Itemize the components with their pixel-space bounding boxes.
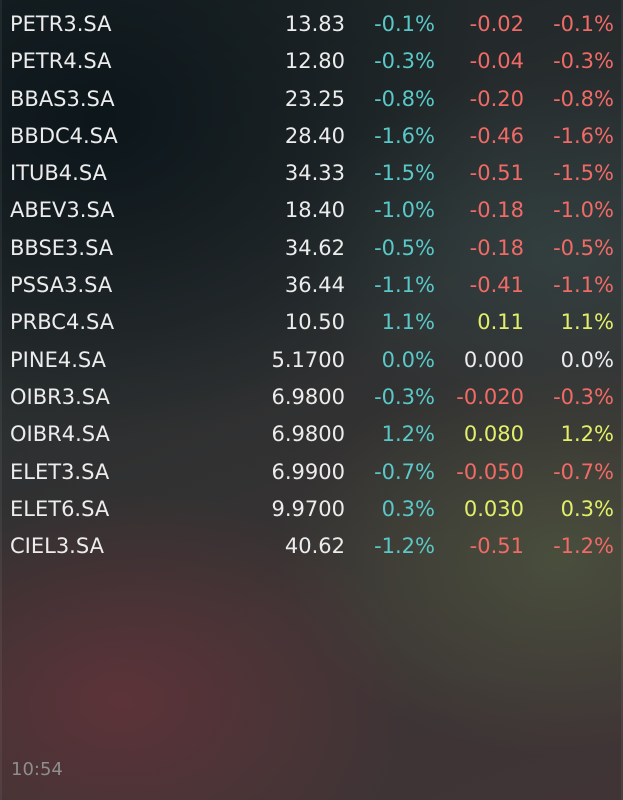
- symbol: OIBR3.SA: [10, 384, 110, 409]
- percent-change-colored: -0.3%: [553, 49, 614, 74]
- quote-row[interactable]: ELET3.SA 6.9900 -0.7% -0.050 -0.7%: [0, 454, 623, 491]
- percent-change: 1.2%: [381, 422, 435, 447]
- quote-row[interactable]: PETR4.SA 12.80 -0.3% -0.04 -0.3%: [0, 43, 623, 80]
- percent-change: -1.2%: [374, 534, 435, 559]
- percent-change: -0.5%: [374, 235, 435, 260]
- symbol: OIBR4.SA: [10, 422, 110, 447]
- symbol: ELET6.SA: [10, 496, 110, 521]
- symbol: BBDC4.SA: [10, 123, 118, 148]
- quote-row[interactable]: OIBR4.SA 6.9800 1.2% 0.080 1.2%: [0, 416, 623, 453]
- quote-row[interactable]: PSSA3.SA 36.44 -1.1% -0.41 -1.1%: [0, 267, 623, 304]
- symbol: PSSA3.SA: [10, 273, 113, 298]
- percent-change-colored: -0.8%: [553, 86, 614, 111]
- quote-row[interactable]: ABEV3.SA 18.40 -1.0% -0.18 -1.0%: [0, 192, 623, 229]
- price: 6.9800: [271, 422, 345, 447]
- price-change: -0.41: [469, 273, 524, 298]
- quote-row[interactable]: PINE4.SA 5.1700 0.0% 0.000 0.0%: [0, 342, 623, 379]
- percent-change-colored: -0.5%: [553, 235, 614, 260]
- price: 6.9800: [271, 384, 345, 409]
- quote-list: PETR3.SA 13.83 -0.1% -0.02 -0.1% PETR4.S…: [0, 6, 623, 565]
- price-change: -0.18: [469, 235, 524, 260]
- percent-change: 1.1%: [381, 310, 435, 335]
- price: 40.62: [284, 534, 345, 559]
- percent-change-colored: -1.6%: [553, 123, 614, 148]
- price: 6.9900: [271, 459, 345, 484]
- price-change: 0.11: [477, 310, 524, 335]
- quote-row[interactable]: OIBR3.SA 6.9800 -0.3% -0.020 -0.3%: [0, 379, 623, 416]
- symbol: PETR4.SA: [10, 49, 112, 74]
- quote-row[interactable]: ELET6.SA 9.9700 0.3% 0.030 0.3%: [0, 491, 623, 528]
- symbol: CIEL3.SA: [10, 534, 104, 559]
- price: 34.62: [284, 235, 345, 260]
- percent-change: -1.0%: [374, 198, 435, 223]
- price: 34.33: [284, 161, 345, 186]
- price-change: 0.080: [463, 422, 524, 447]
- quote-row[interactable]: BBSE3.SA 34.62 -0.5% -0.18 -0.5%: [0, 230, 623, 267]
- symbol: PINE4.SA: [10, 347, 106, 372]
- quote-row[interactable]: CIEL3.SA 40.62 -1.2% -0.51 -1.2%: [0, 528, 623, 565]
- percent-change-colored: 0.0%: [560, 347, 614, 372]
- price-change: -0.04: [469, 49, 524, 74]
- price-change: -0.18: [469, 198, 524, 223]
- price-change: 0.000: [463, 347, 524, 372]
- percent-change: -0.1%: [374, 12, 435, 36]
- update-time: 10:54: [11, 759, 63, 780]
- quote-row[interactable]: PRBC4.SA 10.50 1.1% 0.11 1.1%: [0, 304, 623, 341]
- price: 12.80: [284, 49, 345, 74]
- price-change: 0.030: [463, 496, 524, 521]
- quote-row[interactable]: PETR3.SA 13.83 -0.1% -0.02 -0.1%: [0, 6, 623, 43]
- percent-change: -1.6%: [374, 123, 435, 148]
- symbol: ITUB4.SA: [10, 161, 107, 186]
- price-change: -0.20: [469, 86, 524, 111]
- price: 10.50: [284, 310, 345, 335]
- percent-change: -0.3%: [374, 49, 435, 74]
- percent-change: -0.7%: [374, 459, 435, 484]
- price-change: -0.46: [469, 123, 524, 148]
- percent-change-colored: -1.0%: [553, 198, 614, 223]
- price: 28.40: [284, 123, 345, 148]
- symbol: BBSE3.SA: [10, 235, 114, 260]
- percent-change: -0.8%: [374, 86, 435, 111]
- quote-row[interactable]: BBAS3.SA 23.25 -0.8% -0.20 -0.8%: [0, 81, 623, 118]
- price-change: -0.020: [456, 384, 524, 409]
- quote-row[interactable]: ITUB4.SA 34.33 -1.5% -0.51 -1.5%: [0, 155, 623, 192]
- percent-change-colored: 1.1%: [560, 310, 614, 335]
- symbol: PRBC4.SA: [10, 310, 115, 335]
- percent-change: -1.1%: [374, 273, 435, 298]
- quote-row[interactable]: BBDC4.SA 28.40 -1.6% -0.46 -1.6%: [0, 118, 623, 155]
- percent-change: -0.3%: [374, 384, 435, 409]
- symbol: ELET3.SA: [10, 459, 110, 484]
- percent-change-colored: 1.2%: [560, 422, 614, 447]
- price: 23.25: [284, 86, 345, 111]
- percent-change-colored: -1.2%: [553, 534, 614, 559]
- percent-change: 0.3%: [381, 496, 435, 521]
- symbol: ABEV3.SA: [10, 198, 115, 223]
- price: 9.9700: [271, 496, 345, 521]
- price-change: -0.51: [469, 161, 524, 186]
- percent-change-colored: 0.3%: [560, 496, 614, 521]
- percent-change-colored: -1.1%: [553, 273, 614, 298]
- percent-change-colored: -1.5%: [553, 161, 614, 186]
- percent-change-colored: -0.1%: [553, 12, 614, 36]
- price: 36.44: [284, 273, 345, 298]
- price-change: -0.050: [456, 459, 524, 484]
- percent-change-colored: -0.7%: [553, 459, 614, 484]
- symbol: PETR3.SA: [10, 12, 112, 36]
- price: 13.83: [284, 12, 345, 36]
- price: 18.40: [284, 198, 345, 223]
- percent-change-colored: -0.3%: [553, 384, 614, 409]
- price-change: -0.02: [469, 12, 524, 36]
- price-change: -0.51: [469, 534, 524, 559]
- percent-change: 0.0%: [381, 347, 435, 372]
- price: 5.1700: [271, 347, 345, 372]
- percent-change: -1.5%: [374, 161, 435, 186]
- symbol: BBAS3.SA: [10, 86, 115, 111]
